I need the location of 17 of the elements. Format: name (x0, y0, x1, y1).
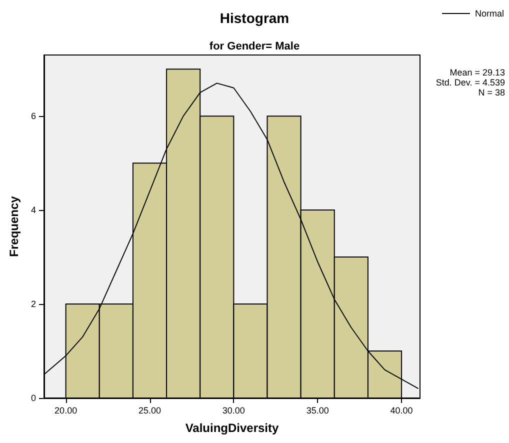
chart-title: Histogram (220, 10, 290, 26)
y-tick-label: 4 (30, 205, 36, 216)
y-tick-label: 0 (30, 393, 36, 403)
text: Mean = 29.13 (450, 68, 506, 78)
x-tick-label: 35.00 (306, 406, 329, 416)
legend-label: Normal (474, 8, 504, 18)
x-tick-label: 25.00 (138, 406, 162, 416)
x-tick-label: 30.00 (222, 406, 245, 416)
y-axis-title: Frequency (7, 196, 21, 257)
chart-subtitle: for Gender= Male (209, 40, 300, 52)
y-tick-label: 2 (30, 299, 36, 310)
y-tick-label: 6 (30, 111, 36, 122)
x-axis-title: ValuingDiversity (185, 421, 280, 435)
text: Std. Dev. = 4.539 (436, 78, 506, 88)
text: N = 38 (478, 88, 506, 98)
x-tick-label: 40.00 (390, 406, 413, 416)
x-tick-label: 20.00 (54, 406, 78, 416)
